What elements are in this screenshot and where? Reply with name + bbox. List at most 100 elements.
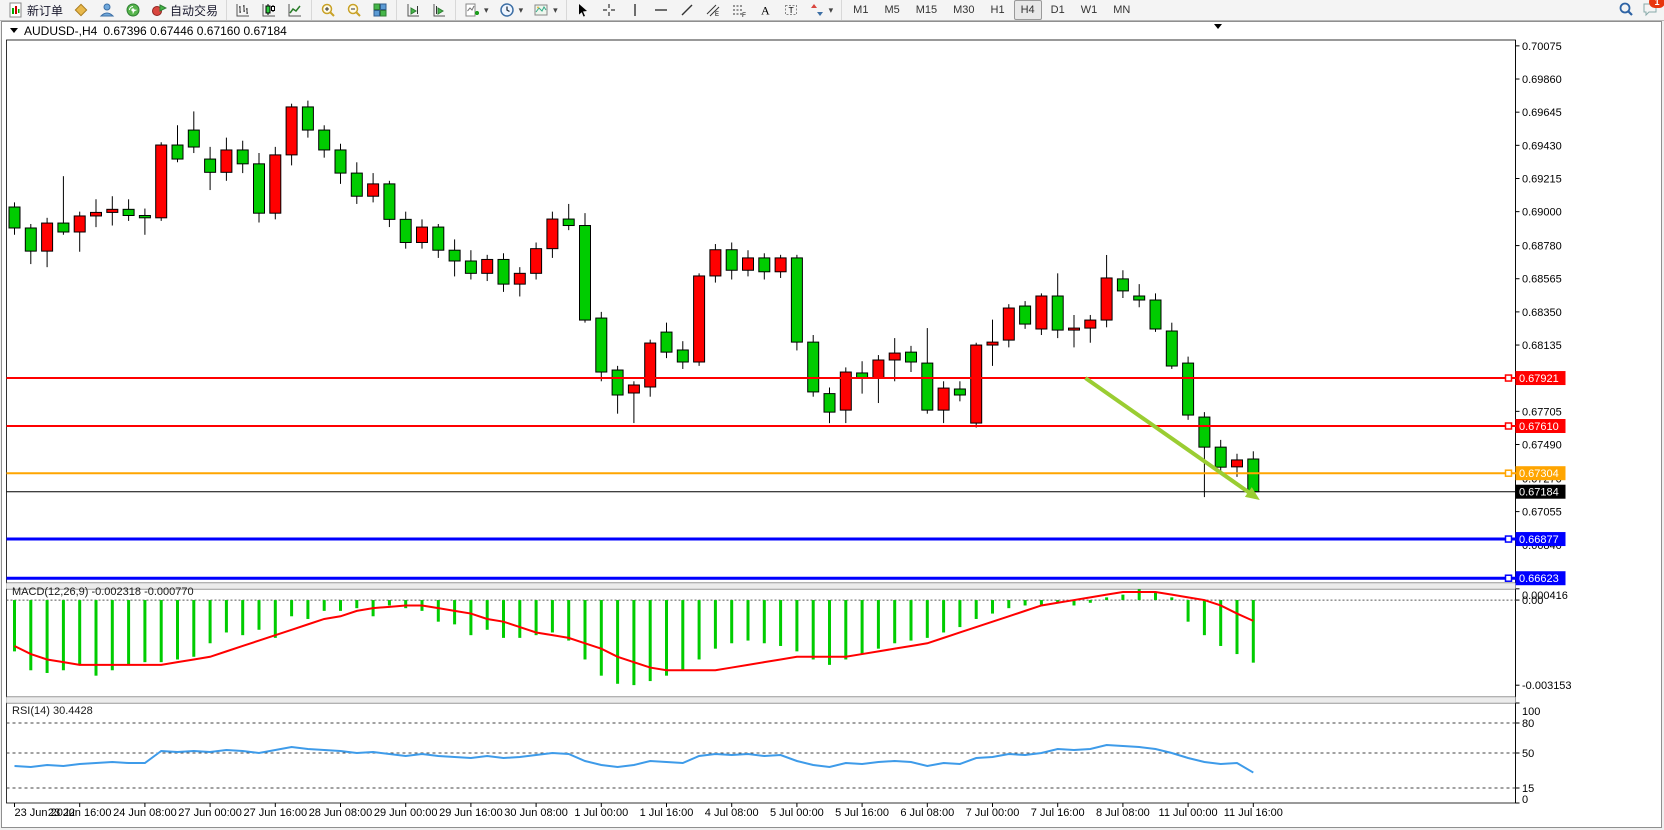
macd-bar: [306, 600, 310, 619]
macd-bar: [1121, 594, 1125, 601]
hline-price-tag: [1515, 571, 1566, 586]
vline-button[interactable]: [622, 0, 648, 21]
svg-text:0.69000: 0.69000: [1522, 207, 1562, 219]
candle-down: [905, 351, 917, 363]
templates-button[interactable]: ▾: [528, 0, 563, 21]
dropdown-caret-icon[interactable]: ▾: [553, 4, 558, 15]
timeframe-d1-button[interactable]: D1: [1050, 4, 1065, 16]
candle-down: [725, 249, 738, 271]
dropdown-caret-icon[interactable]: ▾: [828, 4, 834, 15]
candle-up: [367, 183, 380, 197]
hline-button[interactable]: [648, 0, 674, 21]
svg-text:0: 0: [1522, 794, 1528, 806]
tile-windows-button[interactable]: [367, 0, 393, 21]
hline-icon: [653, 2, 669, 18]
line-chart-button[interactable]: [282, 0, 308, 21]
candle-up: [774, 257, 787, 273]
pane-splitters[interactable]: [6, 582, 1516, 704]
trendline-icon: [679, 2, 695, 18]
macd-bar: [143, 600, 147, 663]
autotrade-button[interactable]: 自动交易: [146, 0, 223, 21]
hline-price-tag: [1515, 419, 1566, 434]
timeframe-m5-button[interactable]: M5: [884, 4, 900, 16]
svg-text:5 Jul 00:00: 5 Jul 00:00: [770, 807, 824, 819]
pane-borders: [6, 39, 1516, 804]
macd-bar: [485, 600, 489, 630]
chat-button[interactable]: 1: [1642, 0, 1664, 20]
svg-text:0.67055: 0.67055: [1522, 507, 1562, 519]
trendline-button[interactable]: [674, 0, 700, 21]
notification-badge: 1: [1649, 0, 1664, 8]
svg-text:0.69430: 0.69430: [1522, 140, 1562, 152]
candle-down: [921, 362, 934, 411]
hline-objects[interactable]: 0.67921 0.67610 0.67304 0.67184 0.66877 0.666…: [6, 371, 1566, 586]
svg-text:28 Jun 08:00: 28 Jun 08:00: [309, 807, 373, 819]
arrows-button[interactable]: ▾: [804, 0, 839, 21]
signals-button[interactable]: [120, 0, 146, 21]
dropdown-caret-icon[interactable]: ▾: [484, 4, 489, 15]
periods-button[interactable]: ▾: [494, 0, 529, 21]
candles-chart-button[interactable]: [256, 0, 282, 21]
svg-text:0.68565: 0.68565: [1522, 274, 1562, 286]
toolbar-group-4: ▾ ▾ ▾: [456, 0, 567, 20]
candle-down: [171, 144, 184, 160]
candle-down: [807, 341, 820, 393]
crosshair-button[interactable]: [596, 0, 622, 21]
dropdown-caret-icon[interactable]: ▾: [518, 4, 524, 15]
channel-button[interactable]: E: [700, 0, 726, 21]
macd-bar: [1154, 591, 1157, 601]
zoom-out-button[interactable]: [341, 0, 367, 21]
text-icon: A: [757, 2, 773, 18]
timeframe-m1-button[interactable]: M1: [853, 4, 869, 16]
candle-up: [693, 275, 706, 363]
macd-bar: [925, 600, 929, 638]
hline-handle: [1504, 535, 1513, 543]
candle-down: [236, 149, 249, 165]
candle-down: [1116, 278, 1129, 292]
bars-chart-button[interactable]: [230, 0, 256, 21]
market-watch-button[interactable]: [94, 0, 120, 21]
candle-down: [1149, 299, 1162, 330]
macd-bar: [355, 600, 359, 609]
macd-bar: [648, 600, 652, 682]
label-button[interactable]: T: [778, 0, 804, 21]
shapes-icon: [809, 2, 825, 18]
macd-bar: [1007, 600, 1011, 609]
profile-button[interactable]: [68, 0, 94, 21]
svg-text:7 Jul 00:00: 7 Jul 00:00: [966, 807, 1020, 819]
macd-bar: [762, 600, 766, 644]
trend-arrow-object[interactable]: [1084, 376, 1260, 501]
candle-up: [416, 226, 428, 243]
autoscroll-button[interactable]: [426, 0, 452, 21]
autotrade-icon: [151, 2, 168, 18]
timeframe-m30-button[interactable]: M30: [953, 4, 975, 16]
macd-bar: [893, 600, 897, 644]
candle-down: [611, 369, 624, 396]
timeframe-h1-button[interactable]: H1: [990, 4, 1005, 16]
macd-bar: [860, 600, 864, 655]
macd-bar: [991, 600, 994, 614]
svg-text:15: 15: [1522, 783, 1534, 795]
fibonacci-button[interactable]: F: [726, 0, 752, 21]
toolbar-group-5: E F A T ▾: [567, 0, 843, 20]
text-button[interactable]: A: [752, 0, 778, 21]
timeframe-w1-button[interactable]: W1: [1080, 4, 1098, 16]
timeframe-h4-button[interactable]: H4: [1013, 0, 1042, 20]
new-order-button[interactable]: 新订单: [3, 0, 68, 21]
zoom-in-button[interactable]: [315, 0, 341, 21]
macd-bar: [61, 600, 65, 671]
cursor-button[interactable]: [570, 0, 596, 21]
svg-text:6 Jul 08:00: 6 Jul 08:00: [900, 807, 954, 819]
timeframe-mn-button[interactable]: MN: [1113, 4, 1131, 16]
shift-end-button[interactable]: [400, 0, 426, 21]
timeframe-m15-button[interactable]: M15: [915, 4, 938, 16]
macd-bar: [192, 600, 196, 657]
chart-symbol-period: AUDUSD-,H4: [24, 23, 98, 38]
macd-indicator-label: MACD(12,26,9) -0.002318 -0.000770: [12, 586, 194, 598]
indicators-button[interactable]: ▾: [459, 0, 494, 21]
timeframe-toolbar: M1 M5 M15 M30 H1 H4 D1 W1 MN: [842, 0, 1141, 20]
search-icon[interactable]: [1618, 1, 1634, 20]
chart-bars-icon: [235, 2, 251, 18]
macd-bar: [844, 600, 848, 660]
